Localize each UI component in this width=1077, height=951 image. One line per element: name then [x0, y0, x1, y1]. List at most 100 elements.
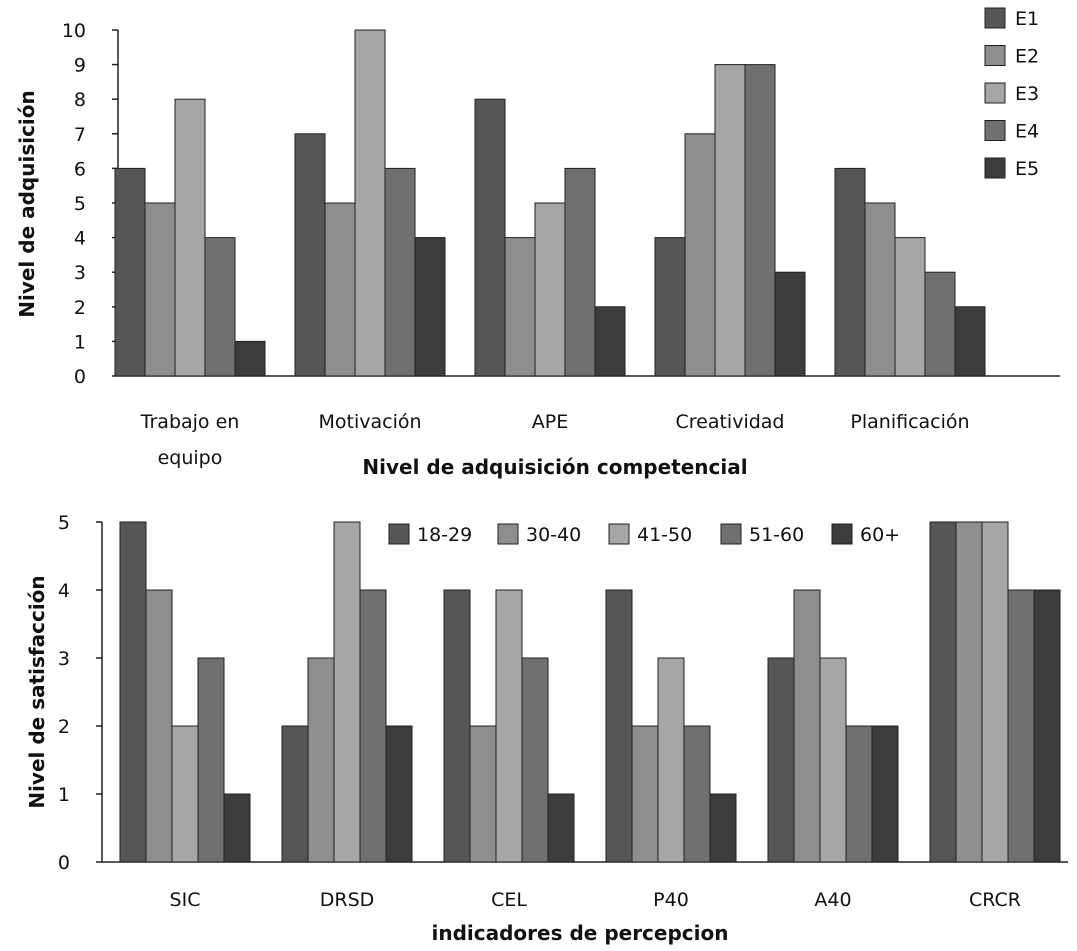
bar-30-40-5	[955, 521, 983, 863]
y-tick-label: 8	[74, 89, 86, 111]
y-tick-label: 9	[74, 55, 86, 77]
legend-label: 30-40	[526, 524, 581, 546]
x-tick-label: SIC	[170, 889, 201, 911]
bar-30-40-0	[145, 589, 173, 863]
bar-41-50-2	[495, 589, 523, 863]
y-axis-title: Nivel de satisfacción	[25, 575, 49, 808]
y-tick-label: 1	[58, 784, 70, 806]
bar-E5-1	[414, 237, 446, 377]
x-tick-label: Motivación	[318, 411, 421, 433]
bar-51-60-3	[683, 725, 711, 863]
bar-E1-2	[474, 98, 506, 377]
legend-swatch-E3	[984, 82, 1006, 104]
x-tick-label: Trabajo en	[140, 411, 240, 433]
bar-41-50-3	[657, 657, 685, 863]
bar-18-29-4	[767, 657, 795, 863]
bar-18-29-5	[929, 521, 957, 863]
legend-label: E5	[1015, 158, 1039, 180]
bar-30-40-3	[631, 725, 659, 863]
y-tick-label: 2	[58, 716, 70, 738]
bar-60+-4	[871, 725, 899, 863]
bar-E2-4	[864, 202, 896, 377]
bar-30-40-1	[307, 657, 335, 863]
y-tick-label: 0	[58, 852, 70, 874]
bar-51-60-0	[197, 657, 225, 863]
legend: E1 E2 E3 E4 E5	[984, 7, 1039, 180]
bar-60+-5	[1033, 589, 1061, 863]
legend-swatch-E2	[984, 45, 1006, 66]
bar-E2-0	[144, 202, 176, 377]
legend-swatch-41-50	[608, 523, 630, 545]
bar-E3-4	[894, 237, 926, 377]
bar-51-60-2	[521, 657, 549, 863]
x-tick-label: A40	[814, 889, 851, 911]
x-tick-label: P40	[653, 889, 689, 911]
bar-E4-0	[204, 237, 236, 377]
bar-E2-2	[504, 237, 536, 377]
x-tick-label: APE	[532, 411, 568, 433]
x-tick-label: Planificación	[850, 411, 969, 433]
bar-60+-3	[709, 793, 737, 863]
bar-E3-0	[174, 98, 206, 377]
bar-E4-2	[564, 167, 596, 377]
x-axis-title: indicadores de percepcion	[432, 921, 729, 945]
bar-E2-3	[684, 133, 716, 377]
legend-label: 41-50	[637, 524, 692, 546]
chart-adquisicion: 0 1 2 3 4 5 6 7 8 9 10 Trabajo en equipo Motivación AP…	[15, 7, 1060, 479]
bar-E3-2	[534, 202, 566, 377]
legend-label: E3	[1015, 83, 1039, 105]
bar-60+-1	[385, 725, 413, 863]
y-tick-label: 3	[74, 262, 86, 284]
bar-E1-4	[834, 167, 866, 377]
bar-E1-0	[114, 167, 146, 377]
y-tick-label: 6	[74, 158, 86, 180]
bar-E5-3	[774, 271, 806, 377]
bar-18-29-3	[605, 589, 633, 863]
legend-label: 51-60	[749, 524, 804, 546]
legend-swatch-30-40	[497, 523, 519, 545]
bar-51-60-4	[845, 725, 873, 863]
y-tick-label: 10	[62, 20, 86, 42]
x-tick-label: equipo	[158, 447, 223, 469]
bar-E3-1	[354, 29, 386, 377]
legend: 18-29 30-40 41-50 51-60 60+	[388, 523, 900, 546]
y-tick-label: 4	[74, 228, 86, 250]
y-tick-label: 7	[74, 124, 86, 146]
bar-60+-0	[223, 793, 251, 863]
legend-label: E1	[1015, 8, 1039, 30]
x-tick-label: Creatividad	[675, 411, 784, 433]
legend-swatch-60+	[831, 523, 853, 545]
bar-18-29-0	[119, 521, 147, 863]
legend-label: E4	[1015, 121, 1039, 143]
bar-41-50-0	[171, 725, 199, 863]
bar-30-40-4	[793, 589, 821, 863]
bar-E3-3	[714, 64, 746, 377]
legend-swatch-51-60	[720, 523, 742, 545]
bar-41-50-5	[981, 521, 1009, 863]
legend-swatch-18-29	[388, 523, 410, 545]
bar-18-29-2	[443, 589, 471, 863]
bar-41-50-4	[819, 657, 847, 863]
bar-41-50-1	[333, 521, 361, 863]
bar-30-40-2	[469, 725, 497, 863]
bar-E5-2	[594, 306, 626, 377]
y-tick-label: 0	[74, 366, 86, 388]
legend-label: E2	[1015, 46, 1039, 68]
bar-E2-1	[324, 202, 356, 377]
legend-label: 60+	[860, 524, 900, 546]
y-tick-label: 2	[74, 297, 86, 319]
legend-swatch-E1	[984, 7, 1006, 29]
x-tick-label: CEL	[491, 889, 527, 911]
bar-E4-1	[384, 167, 416, 377]
y-tick-label: 3	[58, 648, 70, 670]
bar-18-29-1	[281, 725, 309, 863]
legend-swatch-E4	[984, 120, 1006, 141]
legend-swatch-E5	[984, 157, 1006, 179]
bar-E4-3	[744, 64, 776, 377]
chart-satisfaccion: 0 1 2 3 4 5 SIC DRSD CEL P40 A40 CRCR indicadores de…	[25, 512, 1068, 945]
y-axis-title: Nivel de adquisición	[15, 90, 39, 318]
bar-E5-0	[234, 340, 266, 377]
bar-E1-1	[294, 133, 326, 377]
